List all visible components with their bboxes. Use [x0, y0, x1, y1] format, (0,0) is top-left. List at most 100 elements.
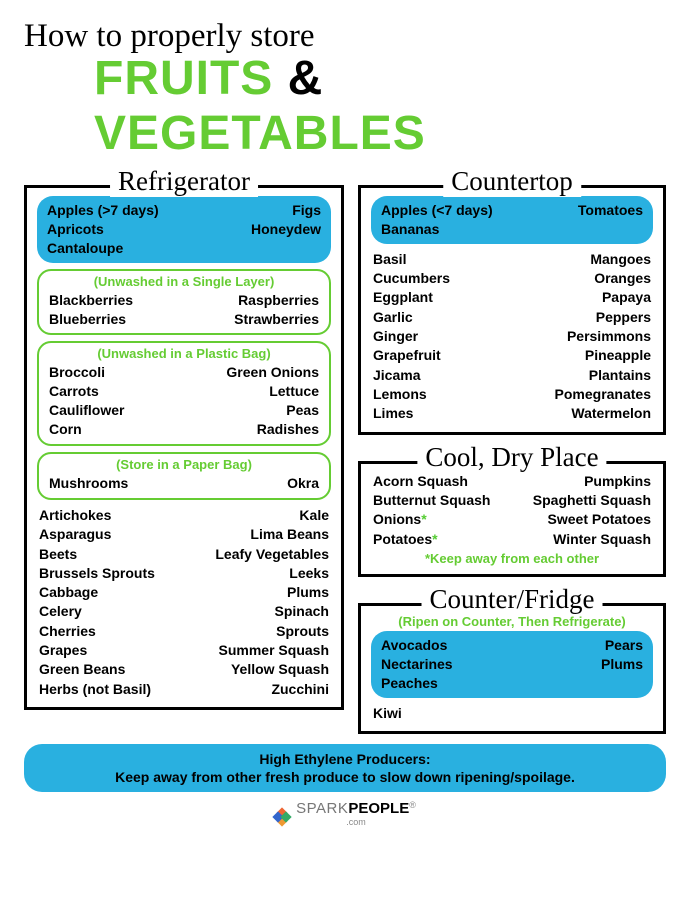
refrigerator-rest-list: ArtichokesAsparagusBeetsBrussels Sprouts… — [37, 506, 331, 699]
section-refrigerator: Refrigerator Apples (>7 days)ApricotsCan… — [24, 185, 344, 710]
list-item: Lemons — [373, 385, 450, 404]
list-item: Yellow Squash — [215, 660, 329, 679]
list-item: Sweet Potatoes — [533, 510, 651, 529]
list-item: Okra — [287, 474, 319, 493]
counter-fridge-rest-list: Kiwi — [371, 704, 653, 723]
list-item: Green Beans — [39, 660, 155, 679]
list-item: Pineapple — [555, 346, 651, 365]
list-item: Apples (>7 days) — [47, 201, 159, 220]
list-item: Avocados — [381, 636, 453, 655]
list-item: Mangoes — [555, 250, 651, 269]
title-amp: & — [288, 52, 324, 105]
brand-footer: SPARKPEOPLE®.com — [24, 800, 666, 834]
list-item: Tomatoes — [578, 201, 643, 220]
list-item: Strawberries — [234, 310, 319, 329]
list-item: Raspberries — [234, 291, 319, 310]
list-item: Corn — [49, 420, 124, 439]
list-item: Brussels Sprouts — [39, 564, 155, 583]
heading-countertop: Countertop — [443, 166, 581, 197]
list-item: Pears — [601, 636, 643, 655]
list-item: Limes — [373, 404, 450, 423]
list-item: Peaches — [381, 674, 453, 693]
list-item: Onions* — [373, 510, 490, 529]
list-item: Oranges — [555, 269, 651, 288]
list-item: Carrots — [49, 382, 124, 401]
counter-fridge-sublabel: (Ripen on Counter, Then Refrigerate) — [371, 614, 653, 629]
countertop-highlight: Apples (<7 days)Bananas Tomatoes — [371, 196, 653, 244]
list-item: Cauliflower — [49, 401, 124, 420]
heading-counter-fridge: Counter/Fridge — [422, 584, 603, 615]
refrigerator-group-paper-bag: (Store in a Paper Bag) Mushrooms Okra — [37, 452, 331, 500]
list-item: Grapefruit — [373, 346, 450, 365]
list-item: Leafy Vegetables — [215, 545, 329, 564]
list-item: Zucchini — [215, 680, 329, 699]
list-item: Kale — [215, 506, 329, 525]
spark-icon — [274, 809, 290, 825]
title-fruits: FRUITS — [94, 52, 273, 105]
title-line2: FRUITS & VEGETABLES — [94, 51, 666, 161]
countertop-rest-list: BasilCucumbersEggplantGarlicGingerGrapef… — [371, 250, 653, 424]
list-item: Papaya — [555, 288, 651, 307]
list-item: Garlic — [373, 308, 450, 327]
list-item: Celery — [39, 602, 155, 621]
list-item: Cucumbers — [373, 269, 450, 288]
list-item: Blueberries — [49, 310, 133, 329]
list-item: Spaghetti Squash — [533, 491, 651, 510]
heading-refrigerator: Refrigerator — [110, 166, 258, 197]
brand-people: PEOPLE — [348, 800, 409, 817]
footer-line1: High Ethylene Producers: — [44, 750, 646, 768]
list-item: Peas — [226, 401, 319, 420]
brand-spark: SPARK — [296, 800, 348, 817]
list-item: Figs — [251, 201, 321, 220]
list-item: Beets — [39, 545, 155, 564]
heading-cool-dry: Cool, Dry Place — [417, 442, 606, 473]
list-item: Plantains — [555, 366, 651, 385]
section-counter-fridge: Counter/Fridge (Ripen on Counter, Then R… — [358, 603, 666, 734]
cooldry-rest-list: Acorn SquashButternut SquashOnions*Potat… — [371, 472, 653, 549]
list-item: Green Onions — [226, 363, 319, 382]
list-item: Persimmons — [555, 327, 651, 346]
refrigerator-group-single-layer: (Unwashed in a Single Layer)Blackberries… — [37, 269, 331, 336]
list-item: Radishes — [226, 420, 319, 439]
list-item: Pumpkins — [533, 472, 651, 491]
list-item: Artichokes — [39, 506, 155, 525]
list-item: Plums — [601, 655, 643, 674]
list-item: Cherries — [39, 622, 155, 641]
list-item: Ginger — [373, 327, 450, 346]
list-item: Watermelon — [555, 404, 651, 423]
list-item: Blackberries — [49, 291, 133, 310]
list-item: Jicama — [373, 366, 450, 385]
list-item: Eggplant — [373, 288, 450, 307]
list-item: Apples (<7 days) — [381, 201, 493, 220]
list-item: Cabbage — [39, 583, 155, 602]
list-item: Peppers — [555, 308, 651, 327]
list-item: Mushrooms — [49, 474, 128, 493]
list-item: Sprouts — [215, 622, 329, 641]
list-item: Honeydew — [251, 220, 321, 239]
refrigerator-group-plastic-bag: (Unwashed in a Plastic Bag)BroccoliCarro… — [37, 341, 331, 446]
ethylene-footer: High Ethylene Producers: Keep away from … — [24, 744, 666, 792]
cooldry-note: *Keep away from each other — [371, 551, 653, 566]
list-item: Herbs (not Basil) — [39, 680, 155, 699]
counter-fridge-highlight: AvocadosNectarinesPeaches PearsPlums — [371, 631, 653, 698]
title-vegetables: VEGETABLES — [94, 107, 426, 160]
list-item: Pomegranates — [555, 385, 651, 404]
section-cool-dry: Cool, Dry Place Acorn SquashButternut Sq… — [358, 461, 666, 577]
list-item: Potatoes* — [373, 530, 490, 549]
list-item: Asparagus — [39, 525, 155, 544]
list-item: Butternut Squash — [373, 491, 490, 510]
list-item: Kiwi — [373, 704, 402, 723]
list-item: Nectarines — [381, 655, 453, 674]
list-item: Basil — [373, 250, 450, 269]
group-label: (Store in a Paper Bag) — [49, 457, 319, 472]
list-item: Leeks — [215, 564, 329, 583]
list-item: Cantaloupe — [47, 239, 159, 258]
list-item: Acorn Squash — [373, 472, 490, 491]
list-item: Winter Squash — [533, 530, 651, 549]
list-item: Plums — [215, 583, 329, 602]
list-item: Summer Squash — [215, 641, 329, 660]
refrigerator-highlight: Apples (>7 days)ApricotsCantaloupeFigsHo… — [37, 196, 331, 263]
list-item: Bananas — [381, 220, 493, 239]
list-item: Lima Beans — [215, 525, 329, 544]
list-item: Spinach — [215, 602, 329, 621]
